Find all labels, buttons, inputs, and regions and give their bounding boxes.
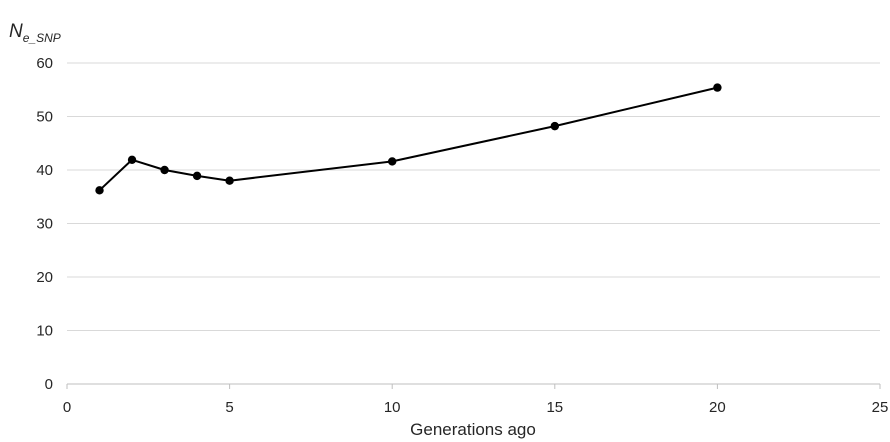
data-point bbox=[192, 171, 202, 181]
data-point bbox=[127, 155, 137, 165]
y-tick-label: 60 bbox=[36, 55, 53, 72]
data-point bbox=[95, 186, 104, 195]
x-tick-label: 10 bbox=[384, 399, 401, 416]
x-tick-label: 0 bbox=[63, 399, 71, 416]
y-axis-title-main: N bbox=[9, 21, 23, 42]
x-tick-label: 20 bbox=[709, 399, 726, 416]
x-tick-label: 15 bbox=[546, 399, 563, 416]
data-point bbox=[225, 176, 234, 185]
y-tick-label: 0 bbox=[45, 376, 53, 393]
x-tick-label: 25 bbox=[872, 399, 889, 416]
y-axis-title: Ne_SNP bbox=[9, 21, 61, 45]
data-point bbox=[388, 157, 397, 166]
series-group bbox=[95, 83, 722, 195]
data-point bbox=[713, 83, 722, 92]
axes bbox=[66, 383, 881, 389]
y-tick-labels: 0 10 20 30 40 50 60 bbox=[36, 55, 53, 393]
y-tick-label: 40 bbox=[36, 162, 53, 179]
y-tick-label: 30 bbox=[36, 216, 53, 233]
y-axis-title-subscript: e_SNP bbox=[23, 31, 61, 45]
gridlines bbox=[67, 62, 880, 331]
y-tick-label: 20 bbox=[36, 269, 53, 286]
data-point bbox=[160, 165, 169, 175]
y-tick-label: 10 bbox=[36, 323, 53, 340]
x-tick-labels: 0 5 10 15 20 25 bbox=[63, 399, 889, 416]
series-line bbox=[98, 86, 718, 192]
x-tick-label: 5 bbox=[225, 399, 233, 416]
y-tick-label: 50 bbox=[36, 109, 53, 126]
x-axis-title: Generations ago bbox=[410, 420, 536, 439]
data-point bbox=[550, 121, 559, 131]
